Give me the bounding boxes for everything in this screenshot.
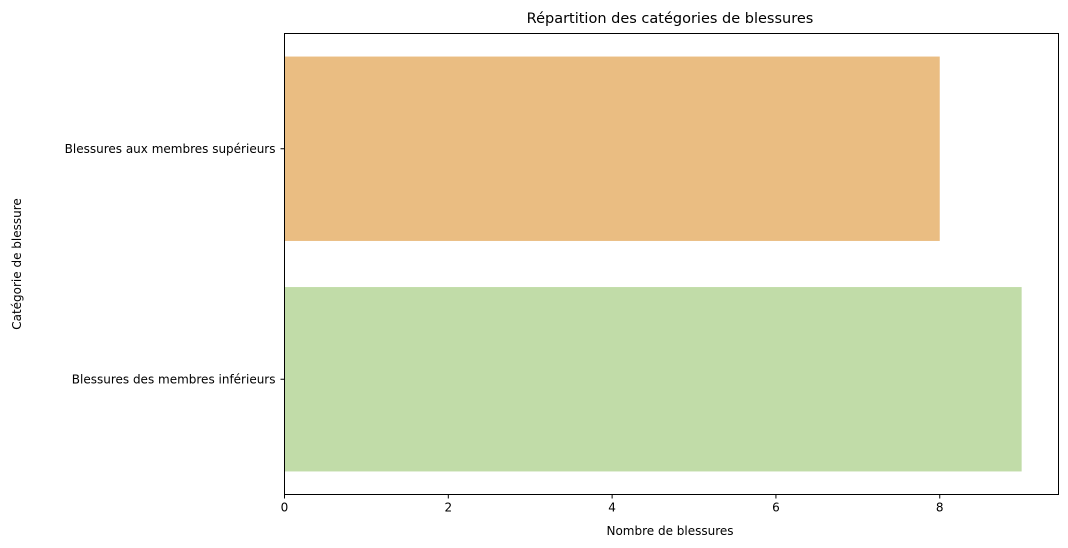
x-axis-ticks: 0 2 4 6 8 <box>281 494 944 515</box>
x-tick-label: 8 <box>936 501 944 515</box>
plot-area-frame <box>284 33 1059 495</box>
y-tick-label: Blessures aux membres supérieurs <box>65 142 276 156</box>
x-tick-label: 2 <box>444 501 452 515</box>
bars-group <box>284 56 1022 472</box>
x-axis-title: Nombre de blessures <box>606 524 733 538</box>
bar-1 <box>284 56 940 241</box>
chart-title: Répartition des catégories de blessures <box>527 11 814 27</box>
x-tick-label: 6 <box>772 501 780 515</box>
x-tick-label: 4 <box>608 501 616 515</box>
y-axis-title: Catégorie de blessure <box>10 198 24 330</box>
y-tick-label: Blessures des membres inférieurs <box>72 372 276 386</box>
x-tick-label: 0 <box>281 501 289 515</box>
bar-2 <box>284 287 1022 472</box>
y-axis-ticks: Blessures aux membres supérieurs Blessure… <box>65 142 285 386</box>
